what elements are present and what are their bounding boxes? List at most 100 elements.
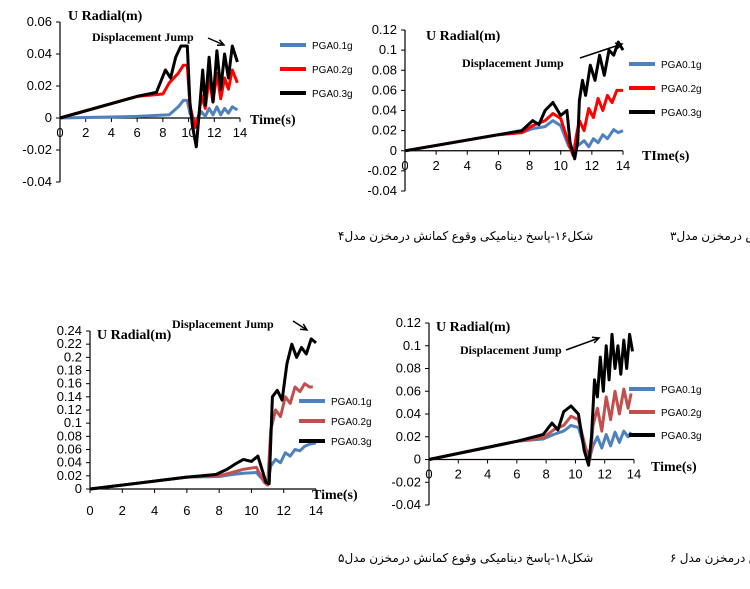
annotation-arrow [292, 320, 309, 331]
annotation-arrow [207, 37, 226, 47]
x-tick-label: 8 [543, 467, 550, 482]
series-line-PGA0.1g [428, 423, 633, 461]
figure-caption: شکل۱۸-پاسخ دینامیکی وقوع کمانش درمخزن مد… [338, 551, 593, 566]
x-tick-label: 12 [597, 467, 611, 482]
y-tick-label: 0.06 [372, 82, 397, 97]
legend-label-PGA0.1g: PGA0.1g [661, 60, 702, 71]
x-tick-label: 4 [151, 503, 158, 518]
x-tick-label: 2 [433, 158, 440, 173]
y-tick-label: 0.06 [396, 383, 421, 398]
x-tick-label: 14 [233, 125, 247, 140]
series-line-PGA0.3g [89, 337, 317, 491]
legend-label-PGA0.1g: PGA0.1g [661, 385, 702, 396]
y-tick-label: 0.08 [57, 428, 82, 443]
y-tick-label: -0.02 [391, 474, 421, 489]
y-tick-label: 0.02 [396, 429, 421, 444]
legend-label-PGA0.1g: PGA0.1g [312, 41, 353, 52]
x-tick-label: 2 [119, 503, 126, 518]
y-tick-label: 0.06 [57, 442, 82, 457]
y-tick-label: 0.08 [372, 62, 397, 77]
legend-label-PGA0.2g: PGA0.2g [661, 408, 702, 419]
chart-title: U Radial(m) [97, 328, 172, 343]
x-tick-label: 6 [513, 467, 520, 482]
x-tick-label: 12 [585, 158, 599, 173]
x-tick-label: 6 [495, 158, 502, 173]
x-tick-label: 0 [56, 125, 63, 140]
y-tick-label: 0.1 [379, 42, 397, 57]
y-tick-label: 0.24 [57, 323, 82, 338]
y-tick-label: 0.02 [57, 468, 82, 483]
y-tick-label: 0.16 [57, 376, 82, 391]
y-tick-label: 0.12 [57, 402, 82, 417]
chart-title: U Radial(m) [436, 320, 511, 335]
series-line-PGA0.3g [428, 332, 634, 467]
series-line-PGA0.1g [59, 98, 239, 123]
x-tick-label: 10 [553, 158, 567, 173]
y-tick-label: -0.04 [22, 174, 52, 189]
figure-caption: شکل۱۶-پاسخ دینامیکی وقوع کمانش درمخزن مد… [338, 229, 593, 244]
legend-label-PGA0.2g: PGA0.2g [312, 65, 353, 76]
x-tick-label: 6 [134, 125, 141, 140]
x-tick-label: 8 [216, 503, 223, 518]
x-axis-label: Time(s) [312, 488, 358, 503]
chart-panel-bottom-right: -0.04 -0.02 0 0.02 0.04 0.06 0.08 0.1 0.12 0 2 4 6 8 1… [391, 315, 750, 566]
y-tick-label: 0.1 [403, 338, 421, 353]
y-tick-label: 0.02 [27, 78, 52, 93]
y-tick-label: -0.04 [367, 183, 397, 198]
x-tick-label: 0 [425, 467, 432, 482]
chart-title: U Radial(m) [68, 9, 143, 24]
x-tick-label: 12 [207, 125, 221, 140]
x-axis-label: Time(s) [250, 113, 296, 128]
x-tick-label: 0 [86, 503, 93, 518]
legend-label-PGA0.2g: PGA0.2g [331, 417, 372, 428]
chart-panel-bottom-left: 00.020.040.060.080.10.120.140.160.180.20… [57, 317, 594, 566]
y-tick-label: 0.08 [396, 361, 421, 376]
y-tick-label: -0.02 [22, 142, 52, 157]
legend-label-PGA0.3g: PGA0.3g [331, 437, 372, 448]
x-tick-label: 8 [159, 125, 166, 140]
legend-label-PGA0.3g: PGA0.3g [661, 108, 702, 119]
annotation-arrow [579, 42, 624, 59]
annotation-displacement-jump: Displacement Jump [460, 343, 562, 357]
annotation-displacement-jump: Displacement Jump [92, 30, 194, 44]
figure-caption: شکل۱۵-پاسخ دینامیکی وقوع کمانش درمخزن مد… [670, 229, 750, 244]
chart-panel-top-left: -0.04 -0.02 0 0.02 0.04 0.06 0 2 4 6 8 10 12 14 U Radi… [22, 9, 593, 244]
y-tick-label: 0 [390, 143, 397, 158]
y-tick-label: 0.12 [372, 22, 397, 37]
x-tick-label: 4 [108, 125, 115, 140]
legend-label-PGA0.1g: PGA0.1g [331, 397, 372, 408]
x-axis-label: TIme(s) [642, 149, 690, 164]
legend-label-PGA0.2g: PGA0.2g [661, 84, 702, 95]
figure-caption: شکل۱۷-پاسخ دینامیکی وقوع کمانش درمخزن مد… [670, 551, 750, 566]
annotation-displacement-jump: Displacement Jump [172, 317, 274, 331]
x-tick-label: 12 [276, 503, 290, 518]
x-tick-label: 2 [455, 467, 462, 482]
x-tick-label: 4 [464, 158, 471, 173]
x-tick-label: 6 [183, 503, 190, 518]
legend-label-PGA0.3g: PGA0.3g [661, 431, 702, 442]
y-tick-label: 0.04 [372, 103, 397, 118]
y-tick-label: 0.2 [64, 349, 82, 364]
chart-title: U Radial(m) [426, 29, 501, 44]
x-axis-label: Time(s) [651, 460, 697, 475]
legend-label-PGA0.3g: PGA0.3g [312, 89, 353, 100]
x-tick-label: 14 [616, 158, 630, 173]
chart-panel-top-right: -0.04 -0.02 0 0.02 0.04 0.06 0.08 0.1 0.12 0 2 4 6 8 1… [367, 22, 750, 244]
y-tick-label: 0 [75, 481, 82, 496]
y-tick-label: 0.1 [64, 415, 82, 430]
y-tick-label: 0.18 [57, 363, 82, 378]
series-line-PGA0.1g [89, 441, 317, 491]
y-tick-label: 0 [45, 110, 52, 125]
y-tick-label: 0 [414, 452, 421, 467]
series-line-PGA0.2g [89, 382, 313, 491]
y-tick-label: -0.02 [367, 163, 397, 178]
y-tick-label: 0.14 [57, 389, 82, 404]
series-line-PGA0.3g [59, 44, 239, 149]
annotation-arrow [565, 336, 601, 351]
y-tick-label: -0.04 [391, 497, 421, 512]
y-tick-label: 0.12 [396, 315, 421, 330]
x-tick-label: 14 [627, 467, 641, 482]
series-line-PGA0.3g [404, 40, 625, 161]
x-tick-label: 14 [309, 503, 323, 518]
